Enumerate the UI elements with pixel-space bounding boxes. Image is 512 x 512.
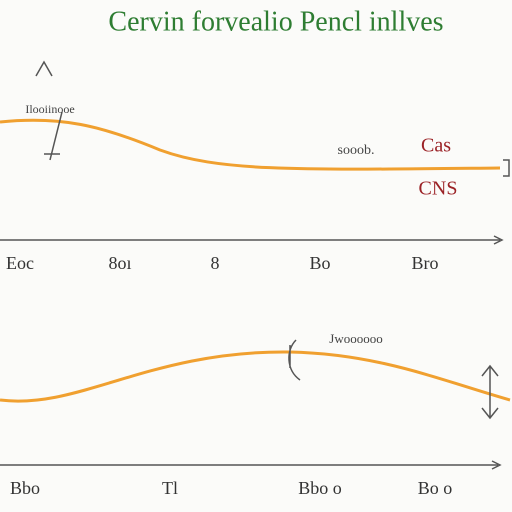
axis-arrow	[491, 460, 502, 470]
axis-label: Bbo o	[298, 478, 342, 498]
axis-label: Bbo	[10, 478, 40, 498]
annotation: Cas	[421, 135, 451, 157]
annotation: Ilooiinooe	[25, 102, 74, 116]
caret-icon	[35, 60, 53, 77]
axis-arrow	[493, 235, 504, 245]
axis-label: Bro	[412, 253, 439, 273]
bracket-mark	[288, 339, 301, 381]
axis-label: 8oı	[108, 253, 131, 273]
title: Cervin forvealio Pencl inllves	[108, 6, 443, 37]
axis-label: 8	[211, 253, 220, 273]
bracket	[503, 159, 510, 177]
double-arrow	[481, 364, 499, 420]
axis-label: Bo o	[418, 478, 453, 498]
top-curve	[0, 118, 501, 171]
annotation: CNS	[419, 178, 458, 200]
annotation: Jwoooooo	[329, 331, 382, 346]
axis-label: Eoc	[6, 253, 34, 273]
annotation: sooob.	[338, 143, 375, 158]
pointer	[44, 111, 63, 161]
axis-label: Bo	[309, 253, 330, 273]
axis-label: Tl	[162, 478, 178, 498]
